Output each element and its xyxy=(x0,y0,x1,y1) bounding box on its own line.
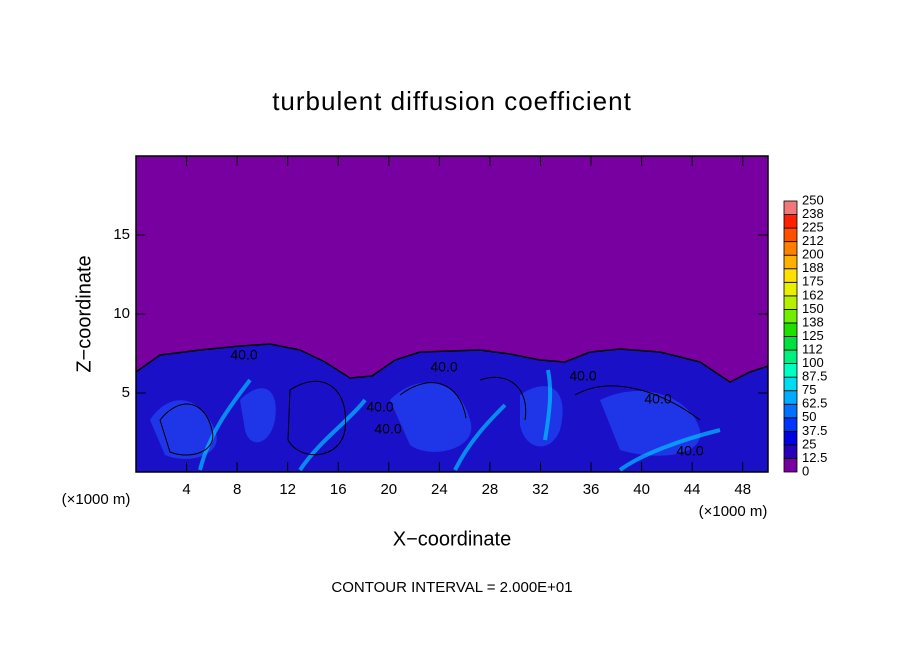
colorbar-swatch xyxy=(783,363,798,378)
colorbar-label: 37.5 xyxy=(802,423,827,438)
colorbar-swatch xyxy=(783,295,798,310)
x-tick-label: 4 xyxy=(182,481,190,498)
contour-label: 40.0 xyxy=(230,347,257,363)
colorbar-swatch xyxy=(783,430,798,446)
x-tick-label: 28 xyxy=(482,481,499,498)
contour-label: 40.0 xyxy=(644,391,671,407)
colorbar-swatch xyxy=(783,227,798,243)
x-axis-label: X−coordinate xyxy=(393,528,511,550)
contour-label: 40.0 xyxy=(569,368,596,384)
colorbar-label: 112 xyxy=(802,341,823,356)
colorbar-label: 75 xyxy=(802,382,816,397)
colorbar-label: 238 xyxy=(802,206,824,221)
colorbar-label: 188 xyxy=(802,260,824,275)
x-tick-label: 40 xyxy=(633,481,650,498)
colorbar-label: 12.5 xyxy=(802,450,827,465)
colorbar-swatch xyxy=(783,458,798,473)
x-tick-label: 16 xyxy=(330,481,347,498)
colorbar-label: 50 xyxy=(802,409,816,424)
x-tick-label: 32 xyxy=(532,481,549,498)
x-tick-label: 24 xyxy=(431,481,448,498)
colorbar-label: 25 xyxy=(802,436,816,451)
colorbar-label: 150 xyxy=(802,301,824,316)
x-tick-label: 36 xyxy=(583,481,600,498)
colorbar-swatch xyxy=(783,254,798,270)
y-tick-label: 5 xyxy=(122,384,130,401)
x-tick-label: 44 xyxy=(684,481,701,498)
colorbar-swatch xyxy=(783,444,798,459)
contour-label: 40.0 xyxy=(374,421,401,437)
contour-label: 40.0 xyxy=(430,359,457,375)
colorbar-label: 212 xyxy=(802,233,824,248)
x-tick-label: 12 xyxy=(279,481,296,498)
colorbar-label: 100 xyxy=(802,355,824,370)
x-unit-left: (×1000 m) xyxy=(62,491,131,508)
contour-label: 40.0 xyxy=(676,443,703,459)
chart-title: turbulent diffusion coefficient xyxy=(272,86,632,116)
colorbar-label: 62.5 xyxy=(802,396,827,411)
y-tick-label: 15 xyxy=(113,226,130,243)
colorbar-label: 162 xyxy=(802,287,824,302)
colorbar-label: 250 xyxy=(802,192,824,207)
colorbar-swatch xyxy=(783,403,798,419)
y-axis-label: Z−coordinate xyxy=(73,255,95,372)
colorbar-label: 138 xyxy=(802,314,824,329)
colorbar-label: 225 xyxy=(802,220,824,235)
colorbar-swatch xyxy=(783,200,798,215)
colorbar-label: 87.5 xyxy=(802,369,827,384)
y-tick-label: 10 xyxy=(113,305,130,322)
footnote: CONTOUR INTERVAL = 2.000E+01 xyxy=(331,579,572,596)
colorbar-swatch xyxy=(783,322,798,337)
colorbar-swatch xyxy=(783,281,798,297)
x-tick-label: 20 xyxy=(380,481,397,498)
colorbar-swatch xyxy=(783,308,798,324)
colorbar-swatch xyxy=(783,214,798,229)
colorbar-label: 0 xyxy=(802,463,809,478)
x-tick-label: 8 xyxy=(233,481,241,498)
x-tick-label: 48 xyxy=(734,481,751,498)
colorbar-label: 125 xyxy=(802,328,824,343)
colorbar-swatch xyxy=(783,336,798,351)
colorbar-label: 200 xyxy=(802,247,824,262)
colorbar-swatch xyxy=(783,417,798,432)
colorbar-label: 175 xyxy=(802,274,824,289)
x-unit-right: (×1000 m) xyxy=(699,503,768,520)
colorbar-swatch xyxy=(783,376,798,392)
colorbar-swatch xyxy=(783,349,798,364)
field xyxy=(135,156,769,472)
colorbar-swatch xyxy=(783,268,798,283)
colorbar-swatch xyxy=(783,241,798,256)
colorbar-swatch xyxy=(783,390,798,405)
contour-label: 40.0 xyxy=(366,399,393,415)
